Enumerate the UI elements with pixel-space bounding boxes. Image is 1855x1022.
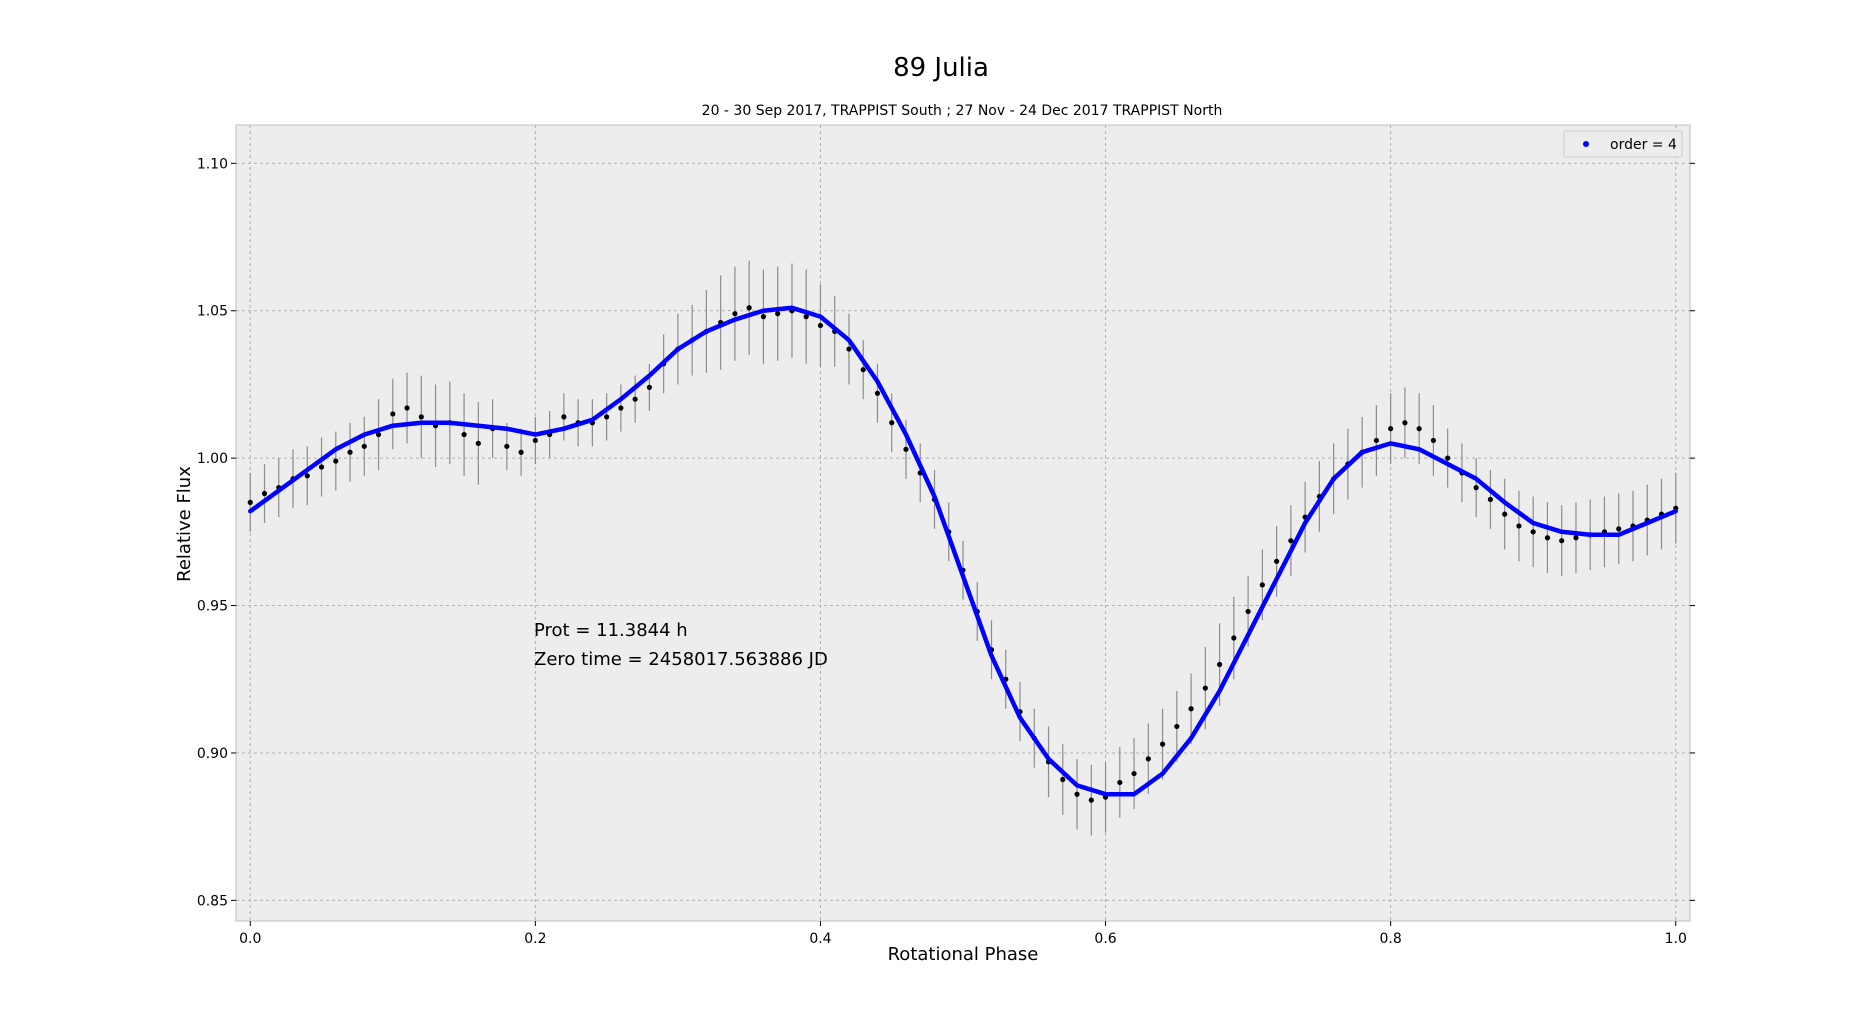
data-point xyxy=(775,311,781,317)
data-point xyxy=(1416,426,1422,432)
data-point xyxy=(646,384,652,390)
data-point xyxy=(1131,770,1137,777)
data-point xyxy=(1245,608,1251,615)
y-tick-label: 1.00 xyxy=(197,451,228,467)
data-point xyxy=(361,443,367,449)
data-point xyxy=(390,411,396,417)
data-point xyxy=(1559,538,1565,544)
data-point xyxy=(1159,741,1166,747)
data-point xyxy=(1573,535,1579,541)
data-point xyxy=(618,405,624,411)
data-point xyxy=(347,449,353,455)
y-axis: 0.85 0.90 0.95 1.00 1.05 1.10 xyxy=(197,156,1695,909)
y-tick-label: 1.05 xyxy=(197,304,228,320)
chart-title: 89 Julia xyxy=(893,53,989,83)
data-point xyxy=(1074,791,1080,797)
data-point xyxy=(1487,496,1494,503)
data-point xyxy=(860,367,866,373)
data-point xyxy=(803,314,809,320)
data-point xyxy=(732,311,738,317)
data-point xyxy=(1502,511,1508,517)
data-point xyxy=(318,464,325,470)
data-point xyxy=(817,322,824,329)
data-point xyxy=(304,473,310,479)
x-tick-label: 1.0 xyxy=(1665,931,1687,947)
data-point xyxy=(532,437,538,444)
y-tick-label: 1.10 xyxy=(197,156,228,172)
fit-curve xyxy=(248,305,1678,797)
plot-area xyxy=(235,124,1691,922)
data-point xyxy=(1231,635,1237,641)
chart-subtitle: 20 - 30 Sep 2017, TRAPPIST South ; 27 No… xyxy=(702,103,1223,119)
data-point xyxy=(1430,437,1437,444)
data-point xyxy=(518,449,524,455)
data-point xyxy=(1145,756,1151,762)
data-point xyxy=(1388,426,1394,432)
data-point xyxy=(333,458,339,464)
data-point xyxy=(1088,797,1094,803)
data-point xyxy=(903,446,909,452)
rotation-period-annotation: Prot = 11.3844 h xyxy=(534,620,688,641)
data-point xyxy=(461,431,467,438)
data-point xyxy=(475,440,481,446)
y-tick-label: 0.95 xyxy=(197,599,228,615)
data-point xyxy=(504,443,510,449)
data-point xyxy=(561,414,567,420)
x-tick-label: 0.0 xyxy=(239,931,261,947)
data-point xyxy=(1544,535,1551,541)
data-point xyxy=(1174,723,1180,730)
data-point xyxy=(1288,538,1294,544)
data-point xyxy=(1202,685,1208,691)
legend-box xyxy=(1563,130,1683,158)
data-point xyxy=(247,499,253,505)
x-axis-label: Rotational Phase xyxy=(888,944,1039,965)
x-tick-label: 0.6 xyxy=(1094,931,1116,947)
x-tick-label: 0.4 xyxy=(809,931,831,947)
data-point xyxy=(1188,706,1194,712)
legend-marker xyxy=(1583,141,1589,147)
data-point xyxy=(1060,776,1066,783)
y-tick-label: 0.90 xyxy=(197,746,228,762)
fit-curve-line xyxy=(248,305,1678,797)
data-point xyxy=(261,490,268,497)
data-point xyxy=(1616,526,1622,532)
data-point xyxy=(418,414,424,420)
x-axis: 0.0 0.2 0.4 0.6 0.8 1.0 xyxy=(239,921,1687,947)
data-point xyxy=(1402,420,1408,426)
x-tick-label: 0.8 xyxy=(1380,931,1402,947)
data-point xyxy=(404,405,410,411)
data-point xyxy=(1216,661,1223,668)
data-point xyxy=(846,346,852,352)
data-point xyxy=(760,314,767,320)
data-point xyxy=(874,390,881,396)
data-point xyxy=(1516,523,1522,529)
data-point xyxy=(1259,582,1265,588)
legend-label: order = 4 xyxy=(1610,137,1677,153)
data-point xyxy=(1530,529,1536,535)
x-tick-label: 0.2 xyxy=(524,931,546,947)
data-point xyxy=(746,305,752,311)
y-axis-label: Relative Flux xyxy=(174,466,195,582)
data-point xyxy=(889,420,895,426)
zero-time-annotation: Zero time = 2458017.563886 JD xyxy=(534,649,828,670)
y-tick-label: 0.85 xyxy=(197,893,228,909)
data-point xyxy=(1445,455,1451,461)
data-point xyxy=(604,414,610,420)
data-point xyxy=(1473,485,1479,491)
data-point xyxy=(1274,558,1280,564)
data-point xyxy=(375,431,382,438)
data-point xyxy=(1373,437,1379,444)
legend: order = 4 xyxy=(1563,130,1683,158)
data-point xyxy=(1117,779,1123,786)
data-point xyxy=(632,396,638,402)
